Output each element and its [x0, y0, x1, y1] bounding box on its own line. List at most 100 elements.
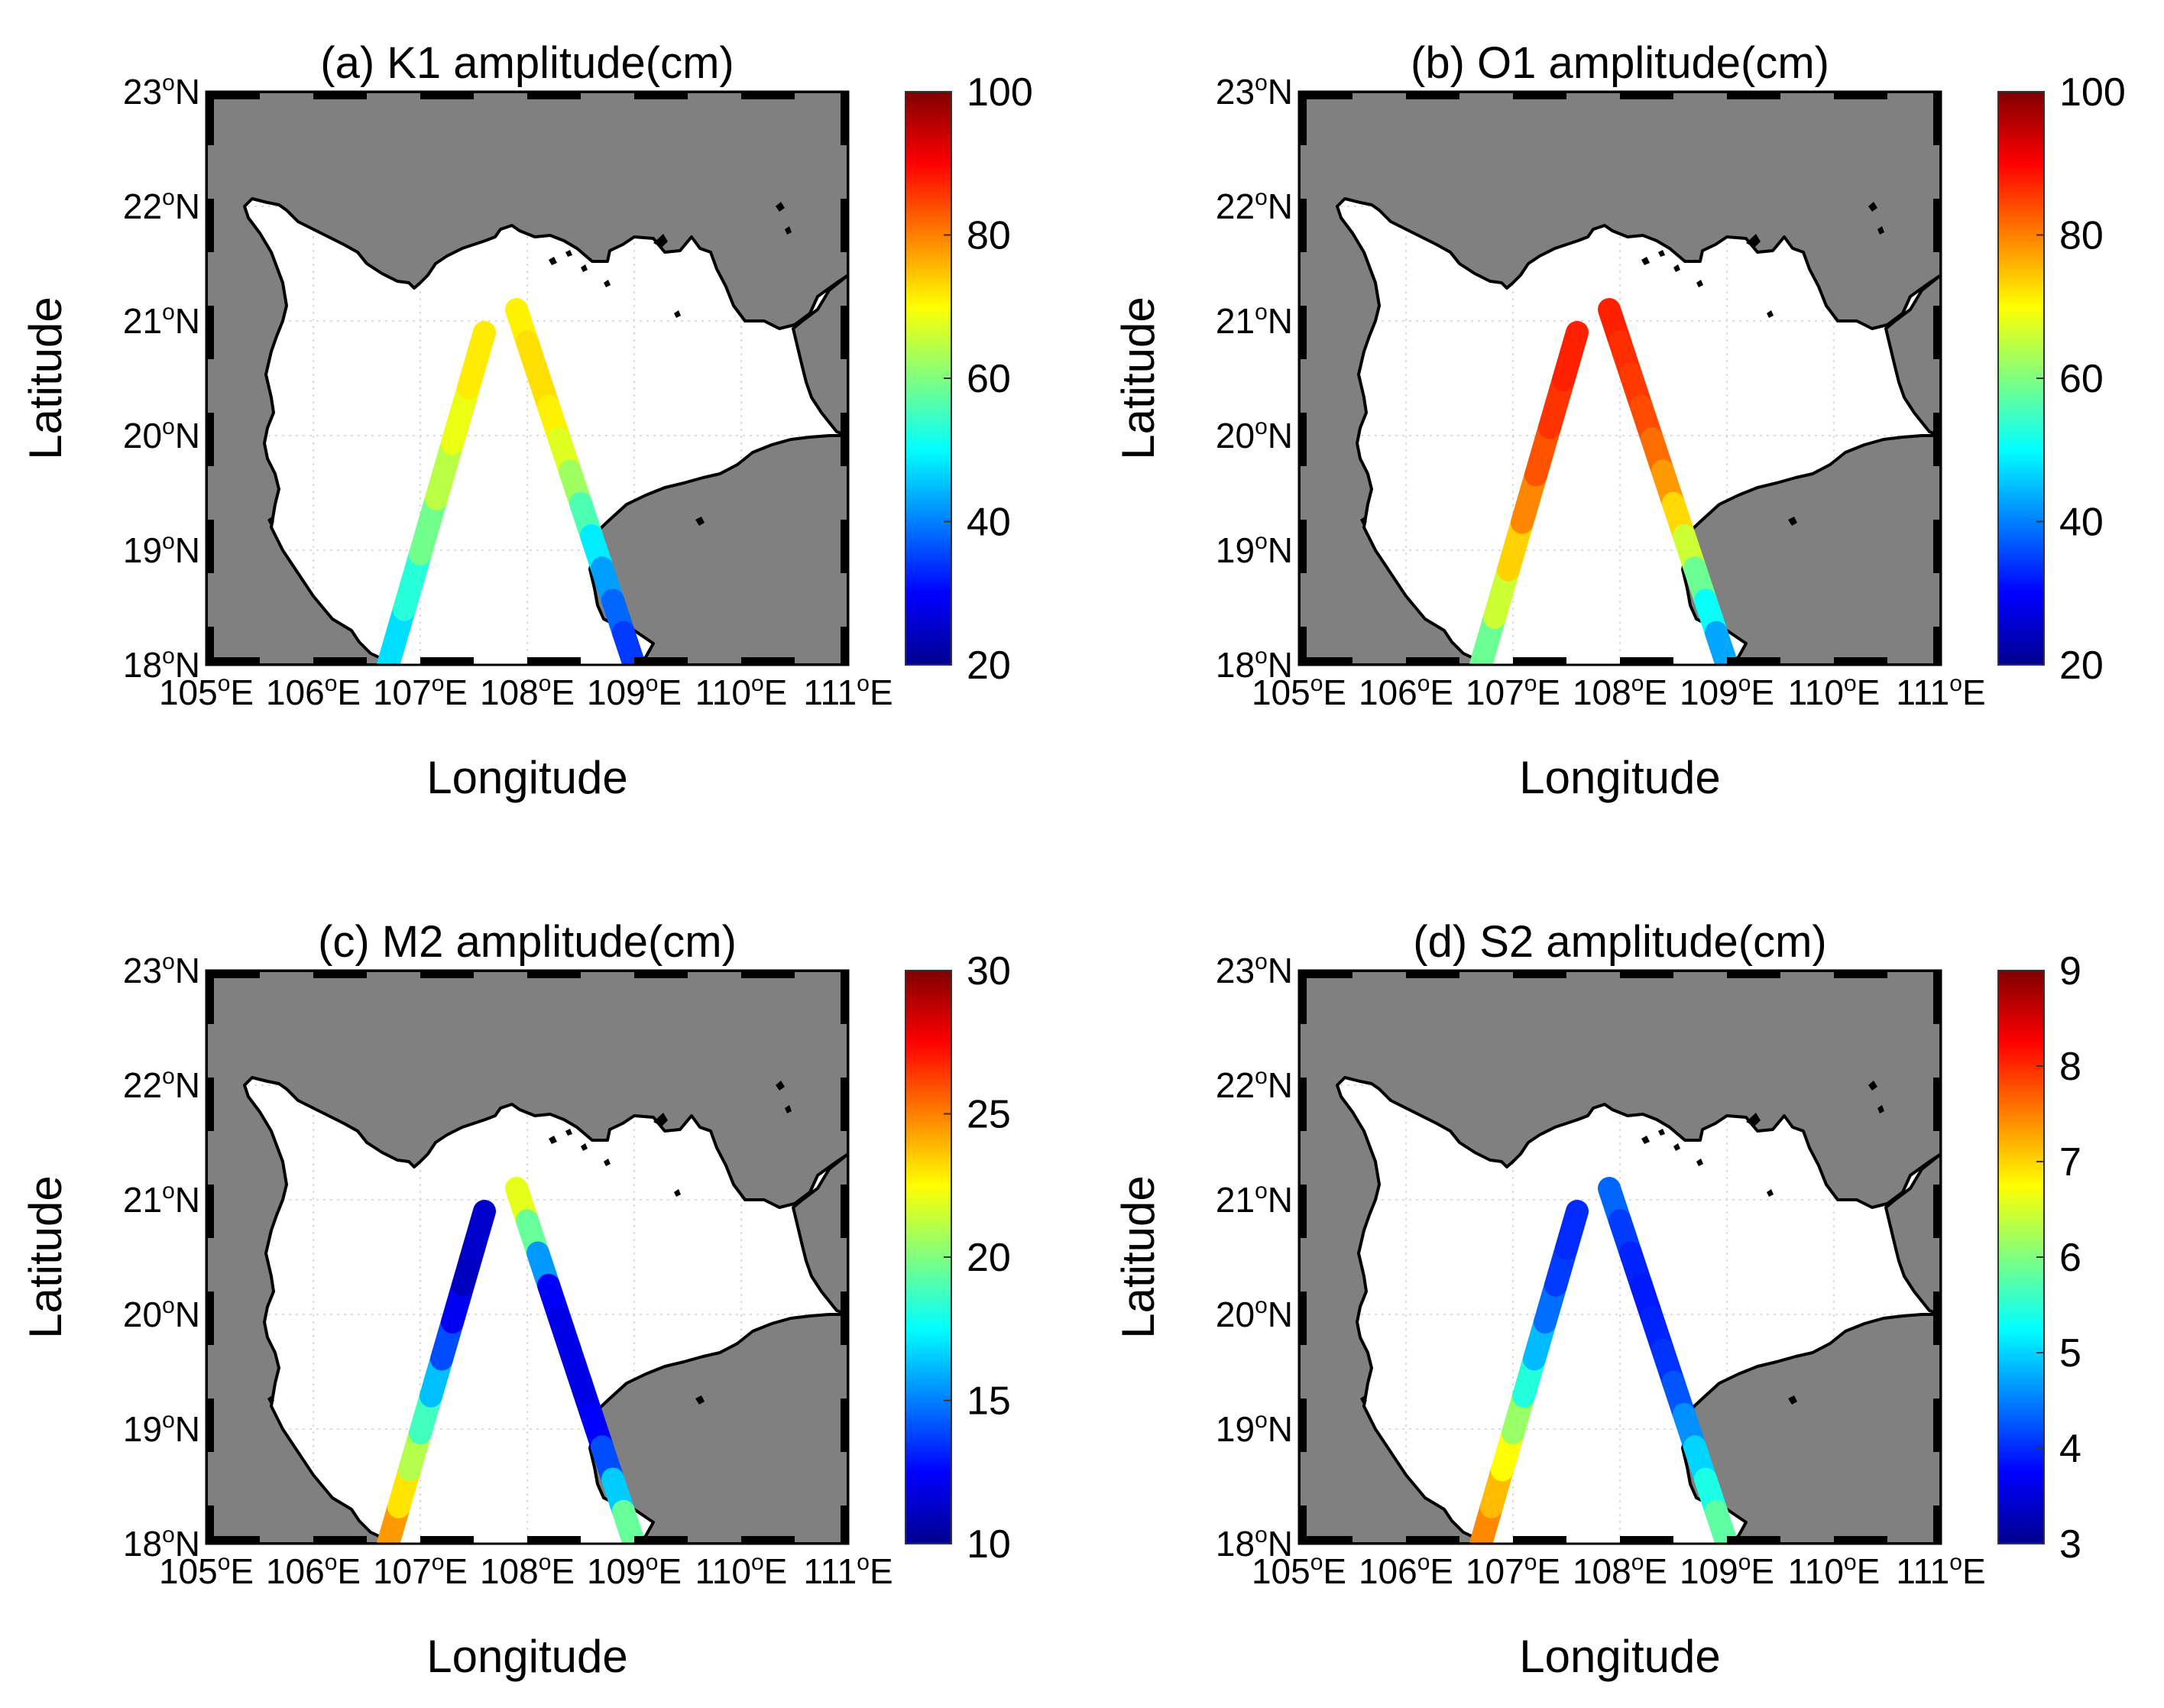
map-area-a — [206, 92, 848, 665]
y-axis-label: Latitude — [20, 1175, 71, 1339]
frame-checker — [313, 971, 367, 978]
colorbar-a: 20 40 60 80 100 — [905, 70, 1033, 688]
track-track_B-a — [505, 298, 646, 665]
frame-checker — [841, 413, 848, 466]
frame-checker — [1299, 92, 1307, 145]
y-axis-label: Latitude — [1113, 297, 1164, 460]
frame-checker — [420, 1536, 474, 1544]
frame-checker — [1299, 1505, 1307, 1544]
frame-checker — [420, 971, 474, 978]
frame-checker — [1406, 92, 1459, 99]
frame-checker — [1727, 92, 1780, 99]
colorbar-tick-label: 60 — [2059, 357, 2104, 401]
y-tick-label: 19oN — [1216, 529, 1293, 570]
panel-title-b: (b) O1 amplitude(cm) — [1411, 38, 1829, 88]
y-tick-label: 20oN — [123, 1293, 200, 1334]
frame-checker — [741, 1536, 795, 1544]
colorbar-tick-label: 6 — [2059, 1236, 2081, 1280]
x-tick-label: 108oE — [1573, 671, 1667, 712]
colorbar-tick-label: 25 — [967, 1093, 1011, 1137]
frame-checker — [1513, 92, 1566, 99]
x-tick-label: 106oE — [1359, 671, 1453, 712]
frame-checker — [1727, 971, 1780, 978]
map-frame-c — [205, 969, 850, 1545]
frame-checker — [1299, 1292, 1307, 1345]
panel-c: (c) M2 amplitude(cm) 105oE 106oE 107oE 108oE… — [20, 917, 1011, 1682]
frame-checker — [206, 520, 214, 573]
frame-checker — [634, 971, 688, 978]
colorbar-d: 3 4 5 6 7 8 9 — [1997, 949, 2081, 1567]
frame-checker — [634, 1536, 688, 1544]
frame-checker — [1406, 971, 1459, 978]
frame-checker — [841, 971, 848, 1024]
track-segment — [1705, 1499, 1738, 1544]
frame-checker — [206, 199, 214, 252]
panel-title-a: (a) K1 amplitude(cm) — [320, 38, 734, 88]
frame-checker — [1513, 657, 1566, 665]
frame-checker — [206, 1398, 214, 1452]
colorbar-gradient — [905, 91, 952, 666]
frame-checker — [841, 627, 848, 665]
frame-checker — [206, 92, 214, 145]
frame-checker — [206, 92, 260, 99]
x-tick-label: 109oE — [587, 1550, 682, 1591]
colorbar-tick-label: 15 — [967, 1379, 1011, 1424]
frame-checker — [841, 520, 848, 573]
x-tick-label: 109oE — [587, 671, 682, 712]
frame-checker — [527, 971, 581, 978]
frame-checker — [1620, 657, 1673, 665]
frame-checker — [1620, 92, 1673, 99]
track-track_A-d — [1469, 1200, 1589, 1544]
colorbar-tick-label: 30 — [967, 949, 1011, 993]
frame-checker — [841, 1398, 848, 1452]
frame-checker — [841, 1078, 848, 1131]
track-segment — [612, 621, 646, 665]
x-tick-label: 110oE — [695, 671, 788, 712]
frame-checker — [206, 657, 260, 665]
panel-b: (b) O1 amplitude(cm) 105oE 106oE 107oE 108oE… — [1113, 38, 2126, 803]
panel-title-c: (c) M2 amplitude(cm) — [318, 917, 737, 967]
track-segment — [462, 1200, 496, 1260]
frame-checker — [841, 1185, 848, 1238]
x-tick-label: 109oE — [1680, 1550, 1774, 1591]
track-segment — [1555, 1200, 1589, 1260]
x-tick-label: 108oE — [1573, 1550, 1667, 1591]
frame-checker — [313, 92, 367, 99]
x-axis-label: Longitude — [426, 1631, 628, 1682]
y-tick-label: 23oN — [1216, 949, 1293, 990]
track-track_A-b — [1469, 321, 1589, 665]
y-tick-label: 19oN — [123, 529, 200, 570]
frame-checker — [527, 1536, 581, 1544]
colorbar-tick-label: 20 — [2059, 643, 2104, 688]
colorbar-tick-label: 7 — [2059, 1140, 2081, 1185]
y-tick-label: 23oN — [123, 949, 200, 990]
frame-checker — [420, 657, 474, 665]
y-tick-label: 18oN — [1216, 1522, 1293, 1564]
y-axis-label: Latitude — [1113, 1175, 1164, 1339]
frame-checker — [1933, 1398, 1941, 1452]
x-tick-label: 111oE — [803, 1550, 892, 1591]
map-frame-a — [205, 90, 850, 666]
map-frame-d — [1297, 969, 1942, 1545]
x-tick-label: 109oE — [1680, 671, 1774, 712]
colorbar-b: 20 40 60 80 100 — [1997, 70, 2126, 688]
colorbar-tick-label: 20 — [967, 643, 1011, 688]
y-tick-label: 19oN — [123, 1408, 200, 1449]
y-tick-label: 22oN — [1216, 1064, 1293, 1105]
colorbar-tick-label: 100 — [967, 70, 1033, 115]
frame-checker — [206, 1536, 260, 1544]
frame-checker — [841, 306, 848, 359]
frame-checker — [206, 306, 214, 359]
frame-checker — [1299, 657, 1352, 665]
frame-checker — [1933, 92, 1941, 145]
track-track_B-d — [1598, 1177, 1738, 1544]
frame-checker — [841, 1292, 848, 1345]
frame-checker — [1513, 1536, 1566, 1544]
x-tick-label: 111oE — [803, 671, 892, 712]
y-tick-label: 22oN — [123, 185, 200, 226]
frame-checker — [1299, 1185, 1307, 1238]
frame-checker — [1834, 971, 1887, 978]
frame-checker — [420, 92, 474, 99]
colorbar-tick-label: 100 — [2059, 70, 2126, 115]
frame-checker — [1299, 306, 1307, 359]
